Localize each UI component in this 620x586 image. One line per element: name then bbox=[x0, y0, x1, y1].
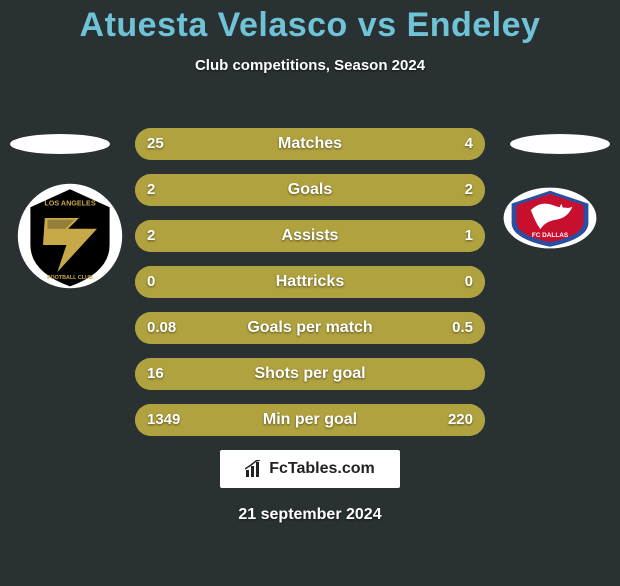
stats-bars: 254Matches 22Goals 21Assists 00Hattricks 0.0… bbox=[135, 128, 485, 450]
stat-row: 16Shots per goal bbox=[135, 358, 485, 390]
stat-row: 21Assists bbox=[135, 220, 485, 252]
footer-date: 21 september 2024 bbox=[0, 506, 620, 524]
stat-row: 0.080.5Goals per match bbox=[135, 312, 485, 344]
stat-label: Shots per goal bbox=[135, 358, 485, 390]
stat-row: 1349220Min per goal bbox=[135, 404, 485, 436]
stat-label: Assists bbox=[135, 220, 485, 252]
stat-row: 00Hattricks bbox=[135, 266, 485, 298]
footer-badge[interactable]: FcTables.com bbox=[220, 450, 400, 488]
stat-label: Hattricks bbox=[135, 266, 485, 298]
footer-site-text: FcTables.com bbox=[269, 460, 375, 478]
crest-left-bottom-text: FOOTBALL CLUB bbox=[47, 275, 93, 281]
subtitle: Club competitions, Season 2024 bbox=[0, 57, 620, 74]
stat-label: Min per goal bbox=[135, 404, 485, 436]
club-right-crest: FC DALLAS bbox=[500, 186, 600, 250]
stat-label: Goals per match bbox=[135, 312, 485, 344]
stat-row: 22Goals bbox=[135, 174, 485, 206]
ellipse-right bbox=[510, 134, 610, 154]
stat-label: Matches bbox=[135, 128, 485, 160]
club-left-crest: LOS ANGELES FOOTBALL CLUB bbox=[16, 182, 124, 290]
stat-row: 254Matches bbox=[135, 128, 485, 160]
vs-text: vs bbox=[358, 6, 397, 44]
crest-right-text: FC DALLAS bbox=[532, 232, 569, 239]
player2-name: Endeley bbox=[407, 6, 541, 44]
ellipse-left bbox=[10, 134, 110, 154]
comparison-title: Atuesta Velasco vs Endeley bbox=[0, 6, 620, 45]
crest-left-top-text: LOS ANGELES bbox=[44, 198, 95, 207]
player1-name: Atuesta Velasco bbox=[80, 6, 348, 44]
chart-icon bbox=[245, 460, 263, 478]
stat-label: Goals bbox=[135, 174, 485, 206]
